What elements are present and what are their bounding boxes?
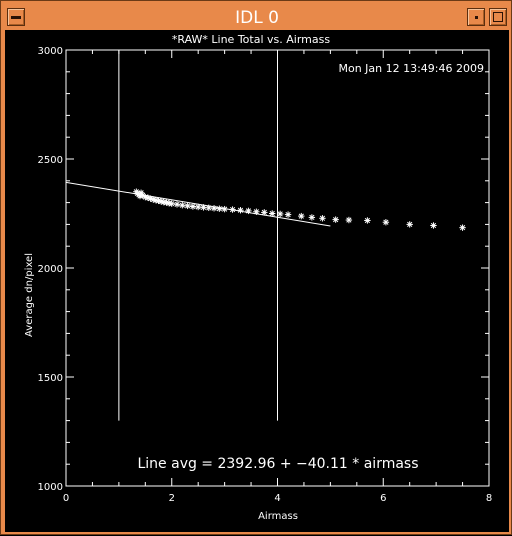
y-tick-label: 1500 (38, 373, 63, 384)
data-point-stroke (155, 198, 162, 204)
x-tick-label: 2 (169, 493, 175, 504)
data-point-stroke (309, 214, 315, 221)
data-point-stroke (237, 207, 244, 213)
data-point-stroke (261, 209, 267, 216)
data-point-stroke (145, 195, 151, 201)
data-point-stroke (216, 206, 222, 212)
y-axis-label: Average dn/pixel (24, 253, 35, 337)
data-point-stroke (142, 194, 148, 200)
data-point-stroke (253, 209, 259, 215)
data-point-stroke (184, 203, 191, 209)
chart-title: *RAW* Line Total vs. Airmass (172, 33, 330, 46)
marks-layer (65, 50, 466, 421)
data-point (332, 216, 339, 223)
y-tick-label: 2500 (38, 155, 63, 166)
fit-equation-label: Line avg = 2392.96 + −40.11 * airmass (137, 456, 418, 472)
data-point (168, 200, 175, 207)
minimize-button[interactable] (467, 8, 485, 26)
data-point (406, 221, 413, 228)
data-point (184, 202, 191, 210)
data-point-stroke (269, 210, 275, 217)
data-point (179, 202, 186, 209)
data-point-stroke (333, 216, 339, 223)
data-point-stroke (174, 201, 180, 207)
data-point (382, 219, 390, 226)
data-point-stroke (169, 201, 175, 207)
window-menu-icon (11, 16, 21, 19)
data-point-stroke (285, 211, 291, 218)
data-point (298, 212, 305, 220)
plot-svg: *RAW* Line Total vs. Airmass Mon Jan 12 … (24, 33, 493, 522)
data-point (345, 216, 353, 224)
data-point (308, 214, 316, 221)
x-tick-label: 4 (274, 493, 280, 504)
data-point (229, 206, 236, 213)
x-tick-label: 8 (486, 493, 492, 504)
data-point-stroke (158, 198, 164, 205)
maximize-button[interactable] (489, 8, 507, 26)
y-tick-label: 2000 (38, 264, 63, 275)
x-tick-label: 0 (63, 493, 69, 504)
data-point-stroke (195, 204, 201, 210)
data-point (253, 208, 260, 215)
data-point-stroke (190, 203, 196, 210)
data-point-stroke (163, 199, 170, 206)
window-title: IDL 0 (235, 8, 279, 28)
data-point-stroke (206, 205, 212, 211)
data-point-stroke (153, 197, 159, 203)
data-point-stroke (430, 222, 437, 229)
data-point-stroke (150, 196, 156, 203)
data-point-stroke (147, 196, 154, 202)
maximize-icon (493, 12, 503, 22)
axes-layer: 0 2 4 6 8 1000 1500 2000 2500 3000 (38, 46, 493, 504)
window-menu-button[interactable] (7, 8, 25, 26)
data-point-stroke (138, 190, 144, 196)
data-point (261, 209, 268, 216)
data-point-stroke (364, 217, 371, 224)
timestamp: Mon Jan 12 13:49:46 2009 (338, 62, 484, 75)
data-point (319, 215, 326, 222)
data-point-stroke (459, 225, 466, 231)
data-point-stroke (346, 217, 352, 223)
data-point-stroke (229, 206, 236, 213)
x-tick-label: 6 (380, 493, 386, 504)
data-point-stroke (211, 205, 217, 211)
data-point (364, 217, 371, 224)
data-point-stroke (383, 219, 389, 225)
minimize-icon (475, 16, 478, 19)
data-point (276, 210, 284, 218)
data-point-stroke (222, 206, 228, 212)
data-point-stroke (245, 208, 252, 214)
data-point-stroke (200, 204, 207, 211)
data-point (237, 207, 244, 214)
title-bar[interactable]: IDL 0 (5, 7, 509, 29)
data-point (200, 204, 207, 211)
data-point-stroke (298, 213, 304, 219)
data-point-stroke (179, 202, 185, 208)
data-point-stroke (319, 215, 326, 221)
data-point (269, 210, 276, 217)
y-tick-label: 1000 (38, 482, 63, 493)
data-point-stroke (140, 192, 146, 199)
y-tick-label: 3000 (38, 46, 63, 57)
data-point (430, 222, 437, 229)
data-point (221, 205, 228, 213)
data-point (459, 224, 466, 231)
data-point-stroke (277, 211, 283, 217)
data-point (245, 207, 252, 215)
plot-canvas: *RAW* Line Total vs. Airmass Mon Jan 12 … (5, 30, 509, 532)
data-point (173, 201, 181, 208)
data-point (284, 211, 292, 218)
x-axis-label: Airmass (258, 511, 298, 522)
data-point-stroke (407, 221, 413, 228)
